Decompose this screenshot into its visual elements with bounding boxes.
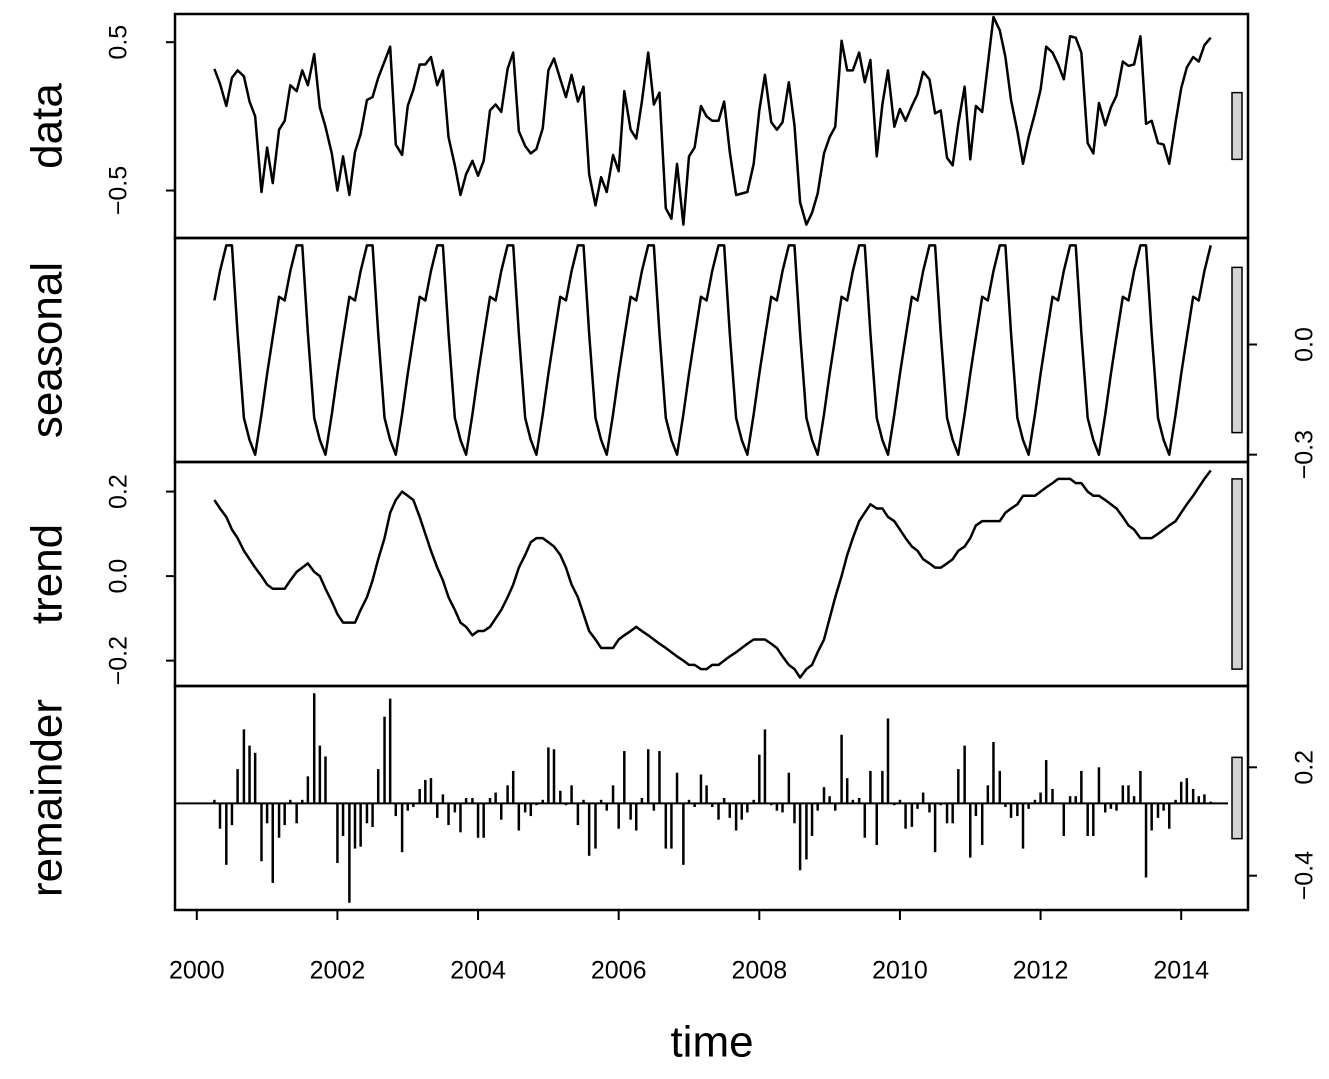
x-tick-label: 2002 — [310, 957, 366, 985]
range-bar — [1231, 478, 1243, 670]
y-tick-label: 0.5 — [105, 25, 133, 60]
y-tick-label: −0.2 — [105, 636, 133, 685]
panel-label: trend — [23, 524, 72, 624]
panel-label: seasonal — [23, 262, 72, 438]
y-tick-label: 0.0 — [105, 559, 133, 594]
panel-frame — [173, 460, 1250, 688]
x-tick-label: 2004 — [450, 957, 506, 985]
series-line — [213, 244, 1212, 456]
x-tick-label: 2012 — [1013, 957, 1069, 985]
x-tick-label: 2000 — [169, 957, 225, 985]
y-tick-label: 0.2 — [105, 474, 133, 509]
x-tick-label: 2008 — [732, 957, 788, 985]
panel-label: remainder — [23, 699, 72, 897]
y-tick-label: −0.4 — [1291, 851, 1319, 900]
y-tick-label: −0.5 — [105, 166, 133, 215]
series-line — [213, 469, 1212, 679]
range-bar — [1231, 91, 1243, 161]
panel-frame — [173, 684, 1250, 912]
panel-label: data — [23, 83, 72, 169]
x-tick-label: 2014 — [1153, 957, 1209, 985]
y-tick-label: 0.0 — [1291, 327, 1319, 362]
x-tick-label: 2010 — [872, 957, 928, 985]
x-tick-label: 2006 — [591, 957, 647, 985]
x-axis-title: time — [670, 1018, 753, 1067]
series-line — [213, 15, 1212, 226]
y-tick-label: 0.2 — [1291, 750, 1319, 785]
y-tick-label: −0.3 — [1291, 430, 1319, 479]
range-bar — [1231, 756, 1243, 840]
range-bar — [1231, 266, 1243, 434]
